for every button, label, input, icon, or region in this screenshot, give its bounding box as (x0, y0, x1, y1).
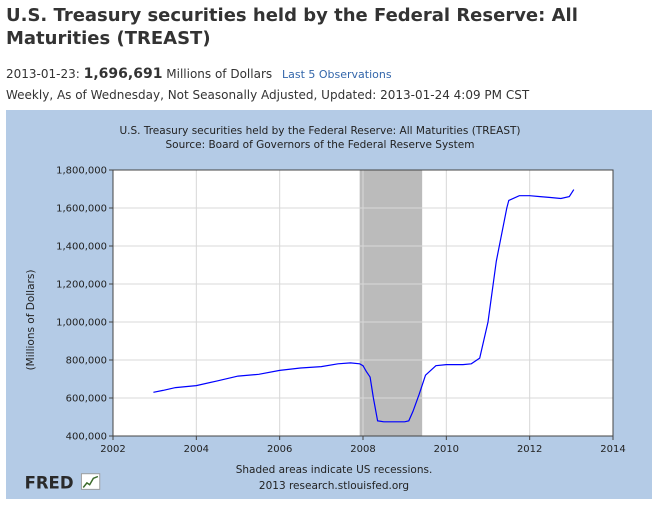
x-tick-label: 2008 (350, 444, 375, 455)
last-5-observations-link[interactable]: Last 5 Observations (281, 68, 392, 81)
series-line (153, 189, 575, 423)
observation-value: 1,696,691 (83, 66, 163, 82)
fred-chart-logo-icon[interactable]: FRED (20, 471, 108, 493)
y-tick-label: 1,400,000 (56, 242, 107, 253)
y-tick-label: 400,000 (66, 432, 107, 443)
recession-band (359, 170, 423, 436)
observation-unit: Millions of Dollars (166, 67, 273, 81)
y-axis-label: (Millions of Dollars) (25, 270, 37, 371)
x-tick-label: 2002 (100, 444, 125, 455)
recession-footnote: Shaded areas indicate US recessions. (236, 464, 433, 476)
chart-title: U.S. Treasury securities held by the Fed… (119, 125, 520, 137)
chart-subtitle: Source: Board of Governors of the Federa… (166, 139, 475, 151)
y-tick-label: 600,000 (66, 394, 107, 405)
series-layer (153, 189, 575, 423)
x-tick-label: 2014 (600, 444, 625, 455)
chart-credit: 2013 research.stlouisfed.org (259, 480, 409, 492)
observation-date: 2013-01-23: (6, 67, 80, 81)
x-tick-label: 2006 (267, 444, 292, 455)
y-tick-label: 800,000 (66, 356, 107, 367)
x-tick-label: 2012 (517, 444, 542, 455)
x-tick-label: 2004 (184, 444, 209, 455)
latest-observation: 2013-01-23: 1,696,691 Millions of Dollar… (6, 66, 392, 82)
series-metadata: Weekly, As of Wednesday, Not Seasonally … (6, 88, 530, 102)
x-tick-label: 2010 (434, 444, 459, 455)
y-tick-label: 1,000,000 (56, 318, 107, 329)
y-tick-label: 1,800,000 (56, 166, 107, 177)
axis-layer: 400,000 600,000 800,000 1,000,000 1,200,000 1… (56, 166, 626, 456)
page-title: U.S. Treasury securities held by the Fed… (6, 5, 578, 49)
fred-logo-text: FRED (25, 473, 74, 492)
y-tick-label: 1,600,000 (56, 204, 107, 215)
y-tick-label: 1,200,000 (56, 280, 107, 291)
